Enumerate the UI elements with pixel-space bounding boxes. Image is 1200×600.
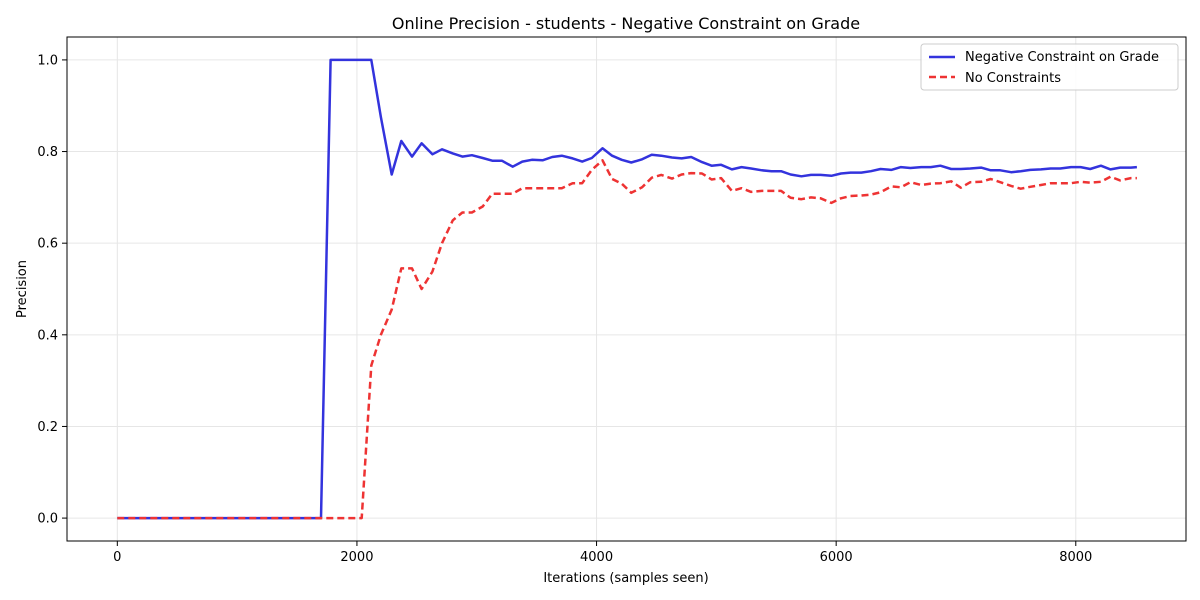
y-tick-label: 0.0 xyxy=(37,512,58,527)
y-tick-label: 0.4 xyxy=(37,328,58,343)
plot-frame xyxy=(66,36,1187,542)
x-tick-label: 0 xyxy=(113,550,121,565)
series-layer xyxy=(117,58,1138,520)
series-line-negative-constraint xyxy=(117,58,1138,520)
legend-box xyxy=(920,43,1179,91)
y-tick-label: 1.0 xyxy=(37,53,58,68)
legend-label-no-constraints: No Constraints xyxy=(965,71,1061,86)
grid-layer xyxy=(67,37,1186,541)
series-line-no-constraints xyxy=(117,159,1137,520)
y-axis-label: Precision xyxy=(15,260,30,318)
x-tick-label: 6000 xyxy=(820,550,853,565)
legend: Negative Constraint on Grade No Constrai… xyxy=(920,43,1179,91)
y-tick-label: 0.8 xyxy=(37,145,58,160)
y-axis: 0.0 0.2 0.4 0.6 0.8 1.0 xyxy=(37,53,67,527)
chart-title: Online Precision - students - Negative C… xyxy=(392,14,860,33)
x-tick-label: 4000 xyxy=(580,550,613,565)
x-tick-label: 8000 xyxy=(1059,550,1092,565)
x-tick-label: 2000 xyxy=(340,550,373,565)
x-axis: 0 2000 4000 6000 8000 xyxy=(113,541,1092,565)
x-axis-label: Iterations (samples seen) xyxy=(543,571,708,586)
legend-label-negative-constraint: Negative Constraint on Grade xyxy=(965,50,1159,65)
y-tick-label: 0.6 xyxy=(37,237,58,252)
y-tick-label: 0.2 xyxy=(37,420,58,435)
